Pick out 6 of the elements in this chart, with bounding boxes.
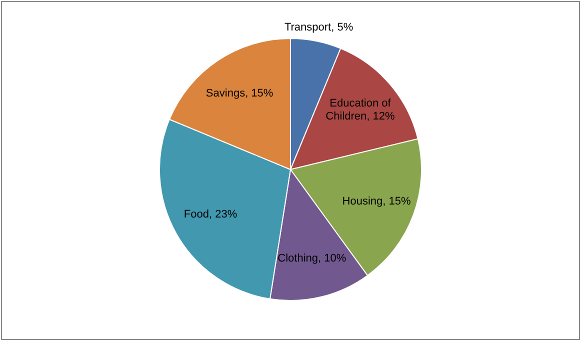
slice-label: Education of Children, 12%	[326, 97, 395, 122]
slice-label: Transport, 5%	[284, 21, 354, 34]
slice-label: Clothing, 10%	[278, 252, 346, 265]
slice-label: Savings, 15%	[206, 87, 274, 100]
slice-label: Housing, 15%	[342, 195, 411, 208]
slice-label: Food, 23%	[184, 208, 238, 220]
